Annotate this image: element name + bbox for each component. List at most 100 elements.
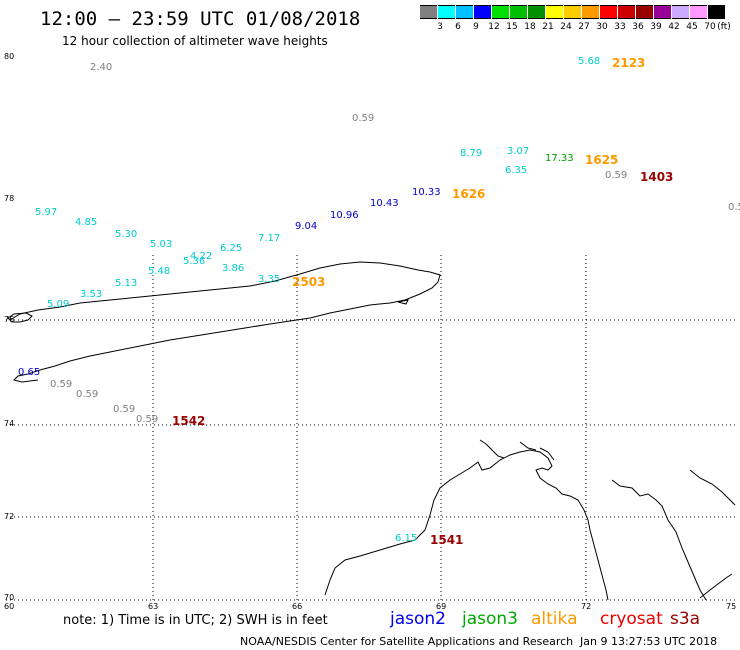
graticule <box>6 255 735 600</box>
legend-swatch <box>672 5 689 19</box>
wave-height-label: 0.59 <box>50 379 73 390</box>
wave-height-label: 10.96 <box>330 210 359 221</box>
wave-height-label: 7.17 <box>258 233 281 244</box>
wave-height-label: 9.04 <box>295 221 318 232</box>
coast-novaya-zemlya-tip <box>7 312 33 323</box>
legend-label: 15 <box>506 22 518 32</box>
satellite-s3a: s3a <box>670 609 701 629</box>
time-label: 2503 <box>292 275 326 289</box>
footer-credit: NOAA/NESDIS Center for Satellite Applica… <box>240 635 574 648</box>
wave-height-label: 5.03 <box>150 239 173 250</box>
coast-yamal-bays <box>479 439 555 461</box>
wave-height-label: 3.35 <box>258 274 281 285</box>
wave-height-label: 5.97 <box>35 207 58 218</box>
wave-height-label: 0.59 <box>352 113 375 124</box>
wave-height-label: 8.79 <box>460 148 483 159</box>
legend-swatch <box>438 5 455 19</box>
wave-height-label: 4.85 <box>75 217 98 228</box>
lon-label-60: 60 <box>4 602 15 611</box>
legend-label: 70 <box>704 22 716 32</box>
legend-label: 27 <box>578 22 590 32</box>
wave-height-label: 3.53 <box>80 289 103 300</box>
wave-height-label: 17.33 <box>545 153 574 164</box>
coast-novaya-zemlya-north <box>9 261 441 383</box>
time-label: 1542 <box>172 414 206 428</box>
time-label: 2123 <box>612 56 646 70</box>
legend-label: 42 <box>668 22 680 32</box>
legend-label: 45 <box>686 22 698 32</box>
lon-label-69: 69 <box>436 602 447 611</box>
legend-swatch <box>654 5 671 19</box>
lon-label-63: 63 <box>148 602 159 611</box>
wave-height-label: 2.40 <box>90 62 113 73</box>
coast-yamal <box>324 449 609 601</box>
wave-height-label: 5.36 <box>183 256 206 267</box>
wave-height-label: 5.68 <box>578 56 601 67</box>
legend-swatch <box>546 5 563 19</box>
legend-label: 18 <box>524 22 536 32</box>
wave-height-label: 6.25 <box>220 243 243 254</box>
time-label: 1626 <box>452 187 486 201</box>
satellite-cryosat: cryosat <box>600 609 663 629</box>
legend-label: 3 <box>437 22 443 32</box>
time-label: 1541 <box>430 533 464 547</box>
legend-swatch <box>708 5 725 19</box>
coast-small-island <box>397 299 409 305</box>
legend-swatch <box>492 5 509 19</box>
wave-height-label: 0.59 <box>76 389 99 400</box>
legend-swatch <box>510 5 527 19</box>
coast-gydan-east <box>689 469 736 506</box>
coastline <box>7 261 736 601</box>
coast-islands <box>699 573 733 599</box>
footer-note: note: 1) Time is in UTC; 2) SWH is in fe… <box>63 613 328 628</box>
wave-height-label: 6.15 <box>395 533 418 544</box>
time-label: 1625 <box>585 153 619 167</box>
lat-label-78: 78 <box>4 194 15 203</box>
map-subtitle: 12 hour collection of altimeter wave hei… <box>62 34 328 48</box>
lat-label-76: 76 <box>4 315 15 324</box>
lat-label-70: 70 <box>4 593 15 602</box>
lon-label-72: 72 <box>581 602 592 611</box>
wave-height-label: 3.86 <box>222 263 245 274</box>
legend-swatch <box>618 5 635 19</box>
footer-timestamp: Jan 9 13:27:53 UTC 2018 <box>580 635 718 648</box>
wave-height-label: 5.48 <box>148 266 171 277</box>
legend-label: 36 <box>632 22 644 32</box>
wave-height-label: 0.59 <box>136 414 159 425</box>
lat-label-80: 80 <box>4 52 15 61</box>
legend-swatch <box>474 5 491 19</box>
wave-height-label: 10.33 <box>412 187 441 198</box>
time-label: 1403 <box>640 170 674 184</box>
wave-height-label: 4.22 <box>190 251 213 262</box>
legend-label: 33 <box>614 22 626 32</box>
legend-swatch <box>690 5 707 19</box>
satellite-jason2: jason2 <box>390 609 446 629</box>
legend-label: 6 <box>455 22 461 32</box>
legend-swatch <box>420 5 437 19</box>
legend-label: 24 <box>560 22 572 32</box>
wave-height-label: 0.5 <box>728 202 740 213</box>
wave-height-label: 5.09 <box>47 299 70 310</box>
legend-swatch <box>600 5 617 19</box>
lat-label-74: 74 <box>4 419 15 428</box>
satellite-jason3: jason3 <box>462 609 518 629</box>
legend-swatch <box>582 5 599 19</box>
wave-height-label: 0.59 <box>113 404 136 415</box>
legend-swatch <box>528 5 545 19</box>
wave-height-label: 6.35 <box>505 165 528 176</box>
wave-height-label: 3.07 <box>507 146 530 157</box>
legend-label: 21 <box>542 22 554 32</box>
wave-height-label: 5.30 <box>115 229 138 240</box>
wave-height-label: 10.43 <box>370 198 399 209</box>
legend-label: 9 <box>473 22 479 32</box>
legend-label: 12 <box>488 22 500 32</box>
lon-label-75: 75 <box>726 602 737 611</box>
satellite-altika: altika <box>531 609 578 629</box>
map-title: 12:00 – 23:59 UTC 01/08/2018 <box>40 8 361 30</box>
coast-gydan <box>611 479 707 601</box>
lon-label-66: 66 <box>292 602 303 611</box>
lat-label-72: 72 <box>4 512 15 521</box>
wave-height-label: 5.13 <box>115 278 138 289</box>
legend-swatch <box>636 5 653 19</box>
